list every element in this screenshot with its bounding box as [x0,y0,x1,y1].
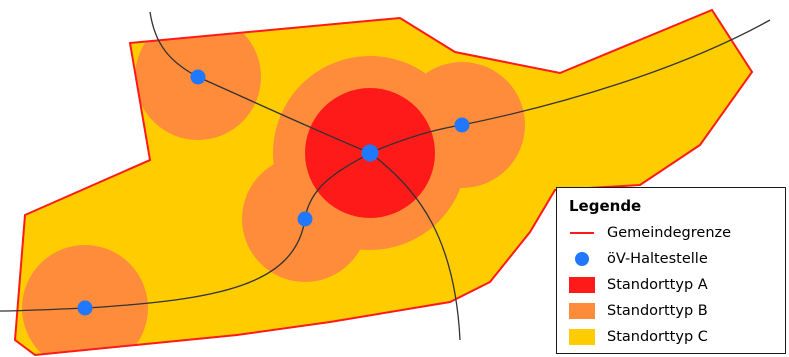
location-type-c-swatch [569,327,595,347]
legend-item-transit-stop: öV-Haltestelle [569,246,775,272]
transit-stop-icon[interactable] [190,69,206,85]
legend-item-label: öV-Haltestelle [607,251,708,267]
transit-stops [77,69,470,316]
legend-item-type-a: Standorttyp A [569,272,775,298]
municipal-boundary [13,8,754,357]
location-type-b-swatch [569,301,595,321]
legend-item-label: Standorttyp A [607,277,708,293]
transit-stop-icon[interactable] [297,211,313,227]
transit-stop-icon[interactable] [361,144,379,162]
transit-line [369,19,771,154]
legend-item-label: Standorttyp B [607,303,708,319]
legend-item-type-c: Standorttyp C [569,324,775,350]
transit-line [0,152,371,312]
legend-item-boundary: Gemeindegrenze [569,220,775,246]
location-type-a-swatch [569,275,595,295]
legend-item-type-b: Standorttyp B [569,298,775,324]
transit-lines [0,11,771,341]
transit-line [369,152,461,341]
boundary-line-icon [569,223,595,243]
transit-stop-icon[interactable] [454,117,470,133]
transit-line [149,11,371,154]
transit-stop-icon [569,249,595,269]
legend-item-label: Gemeindegrenze [607,225,732,241]
legend-title: Legende [569,197,642,215]
legend: Legende Gemeindegrenze öV-Haltestelle St… [556,187,786,354]
transit-stop-icon[interactable] [77,300,93,316]
legend-item-label: Standorttyp C [607,329,708,345]
